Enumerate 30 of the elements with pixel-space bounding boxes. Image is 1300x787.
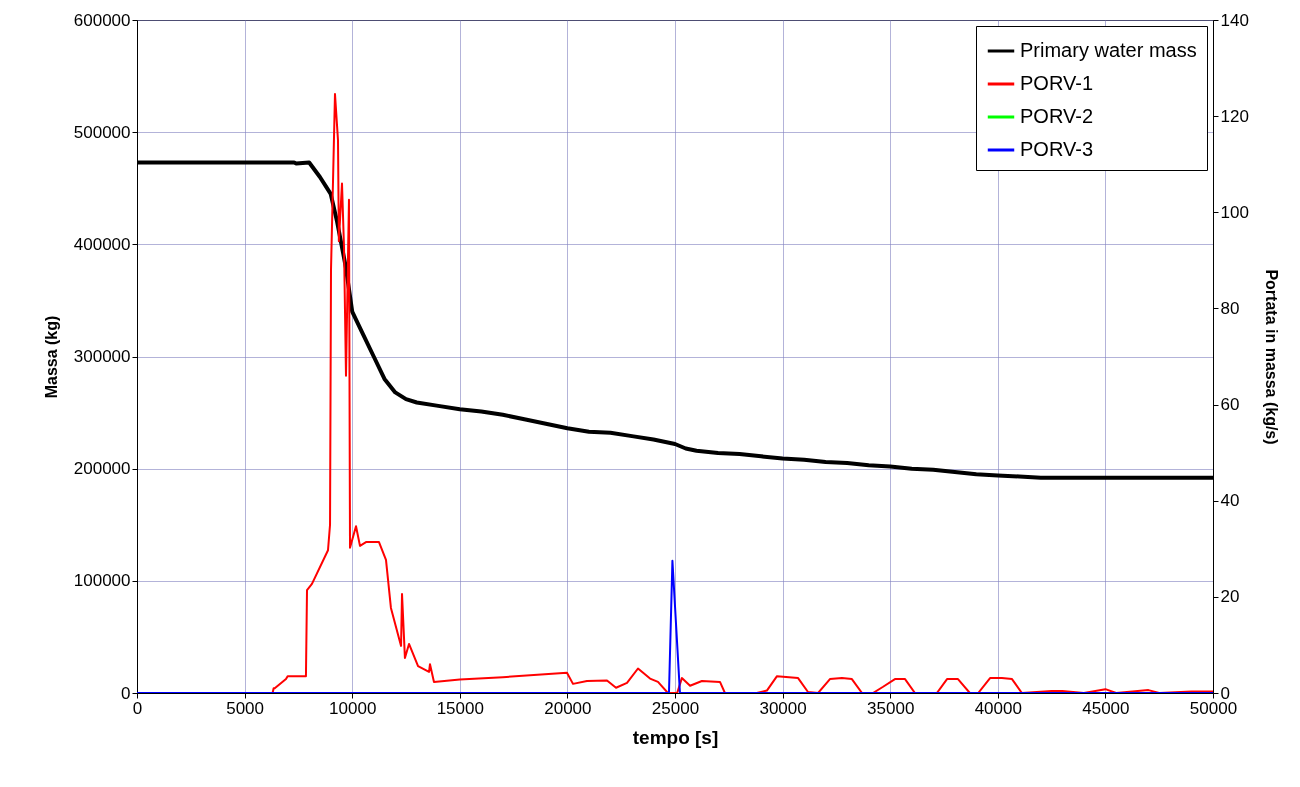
y2-tick-label: 60 xyxy=(1220,395,1240,415)
legend-label: PORV-1 xyxy=(1020,72,1093,94)
x-tick-label: 35000 xyxy=(867,698,915,718)
y-tick-label: 0 xyxy=(121,683,131,703)
x-tick-label: 20000 xyxy=(544,698,592,718)
y-axis-title: Massa (kg) xyxy=(42,315,60,399)
x-tick-label: 40000 xyxy=(974,698,1022,718)
x-tick-label: 10000 xyxy=(329,698,377,718)
x-tick-label: 5000 xyxy=(226,698,265,718)
x-axis-title: tempo [s] xyxy=(632,726,719,748)
y-tick-label: 200000 xyxy=(73,459,131,479)
x-tick-label: 25000 xyxy=(651,698,700,718)
legend-label: PORV-3 xyxy=(1020,138,1093,160)
x-tick-label: 15000 xyxy=(436,698,484,718)
legend-label: PORV-2 xyxy=(1020,105,1093,127)
y2-tick-label: 20 xyxy=(1220,587,1240,607)
y-tick-label: 100000 xyxy=(73,571,131,591)
y-tick-label: 600000 xyxy=(73,10,131,30)
y2-axis-title: Portata in massa (kg/s) xyxy=(1262,269,1280,445)
x-tick-label: 45000 xyxy=(1082,698,1130,718)
y-tick-label: 500000 xyxy=(73,122,131,142)
x-tick-label: 30000 xyxy=(759,698,807,718)
y2-tick-label: 40 xyxy=(1220,491,1240,511)
y2-tick-label: 140 xyxy=(1220,10,1249,30)
y2-tick-label: 120 xyxy=(1220,106,1249,126)
y2-tick-label: 100 xyxy=(1220,202,1249,222)
y-tick-label: 400000 xyxy=(73,234,131,254)
legend-label: Primary water mass xyxy=(1020,39,1197,61)
y-tick-label: 300000 xyxy=(73,347,131,366)
y2-tick-label: 80 xyxy=(1220,298,1240,318)
